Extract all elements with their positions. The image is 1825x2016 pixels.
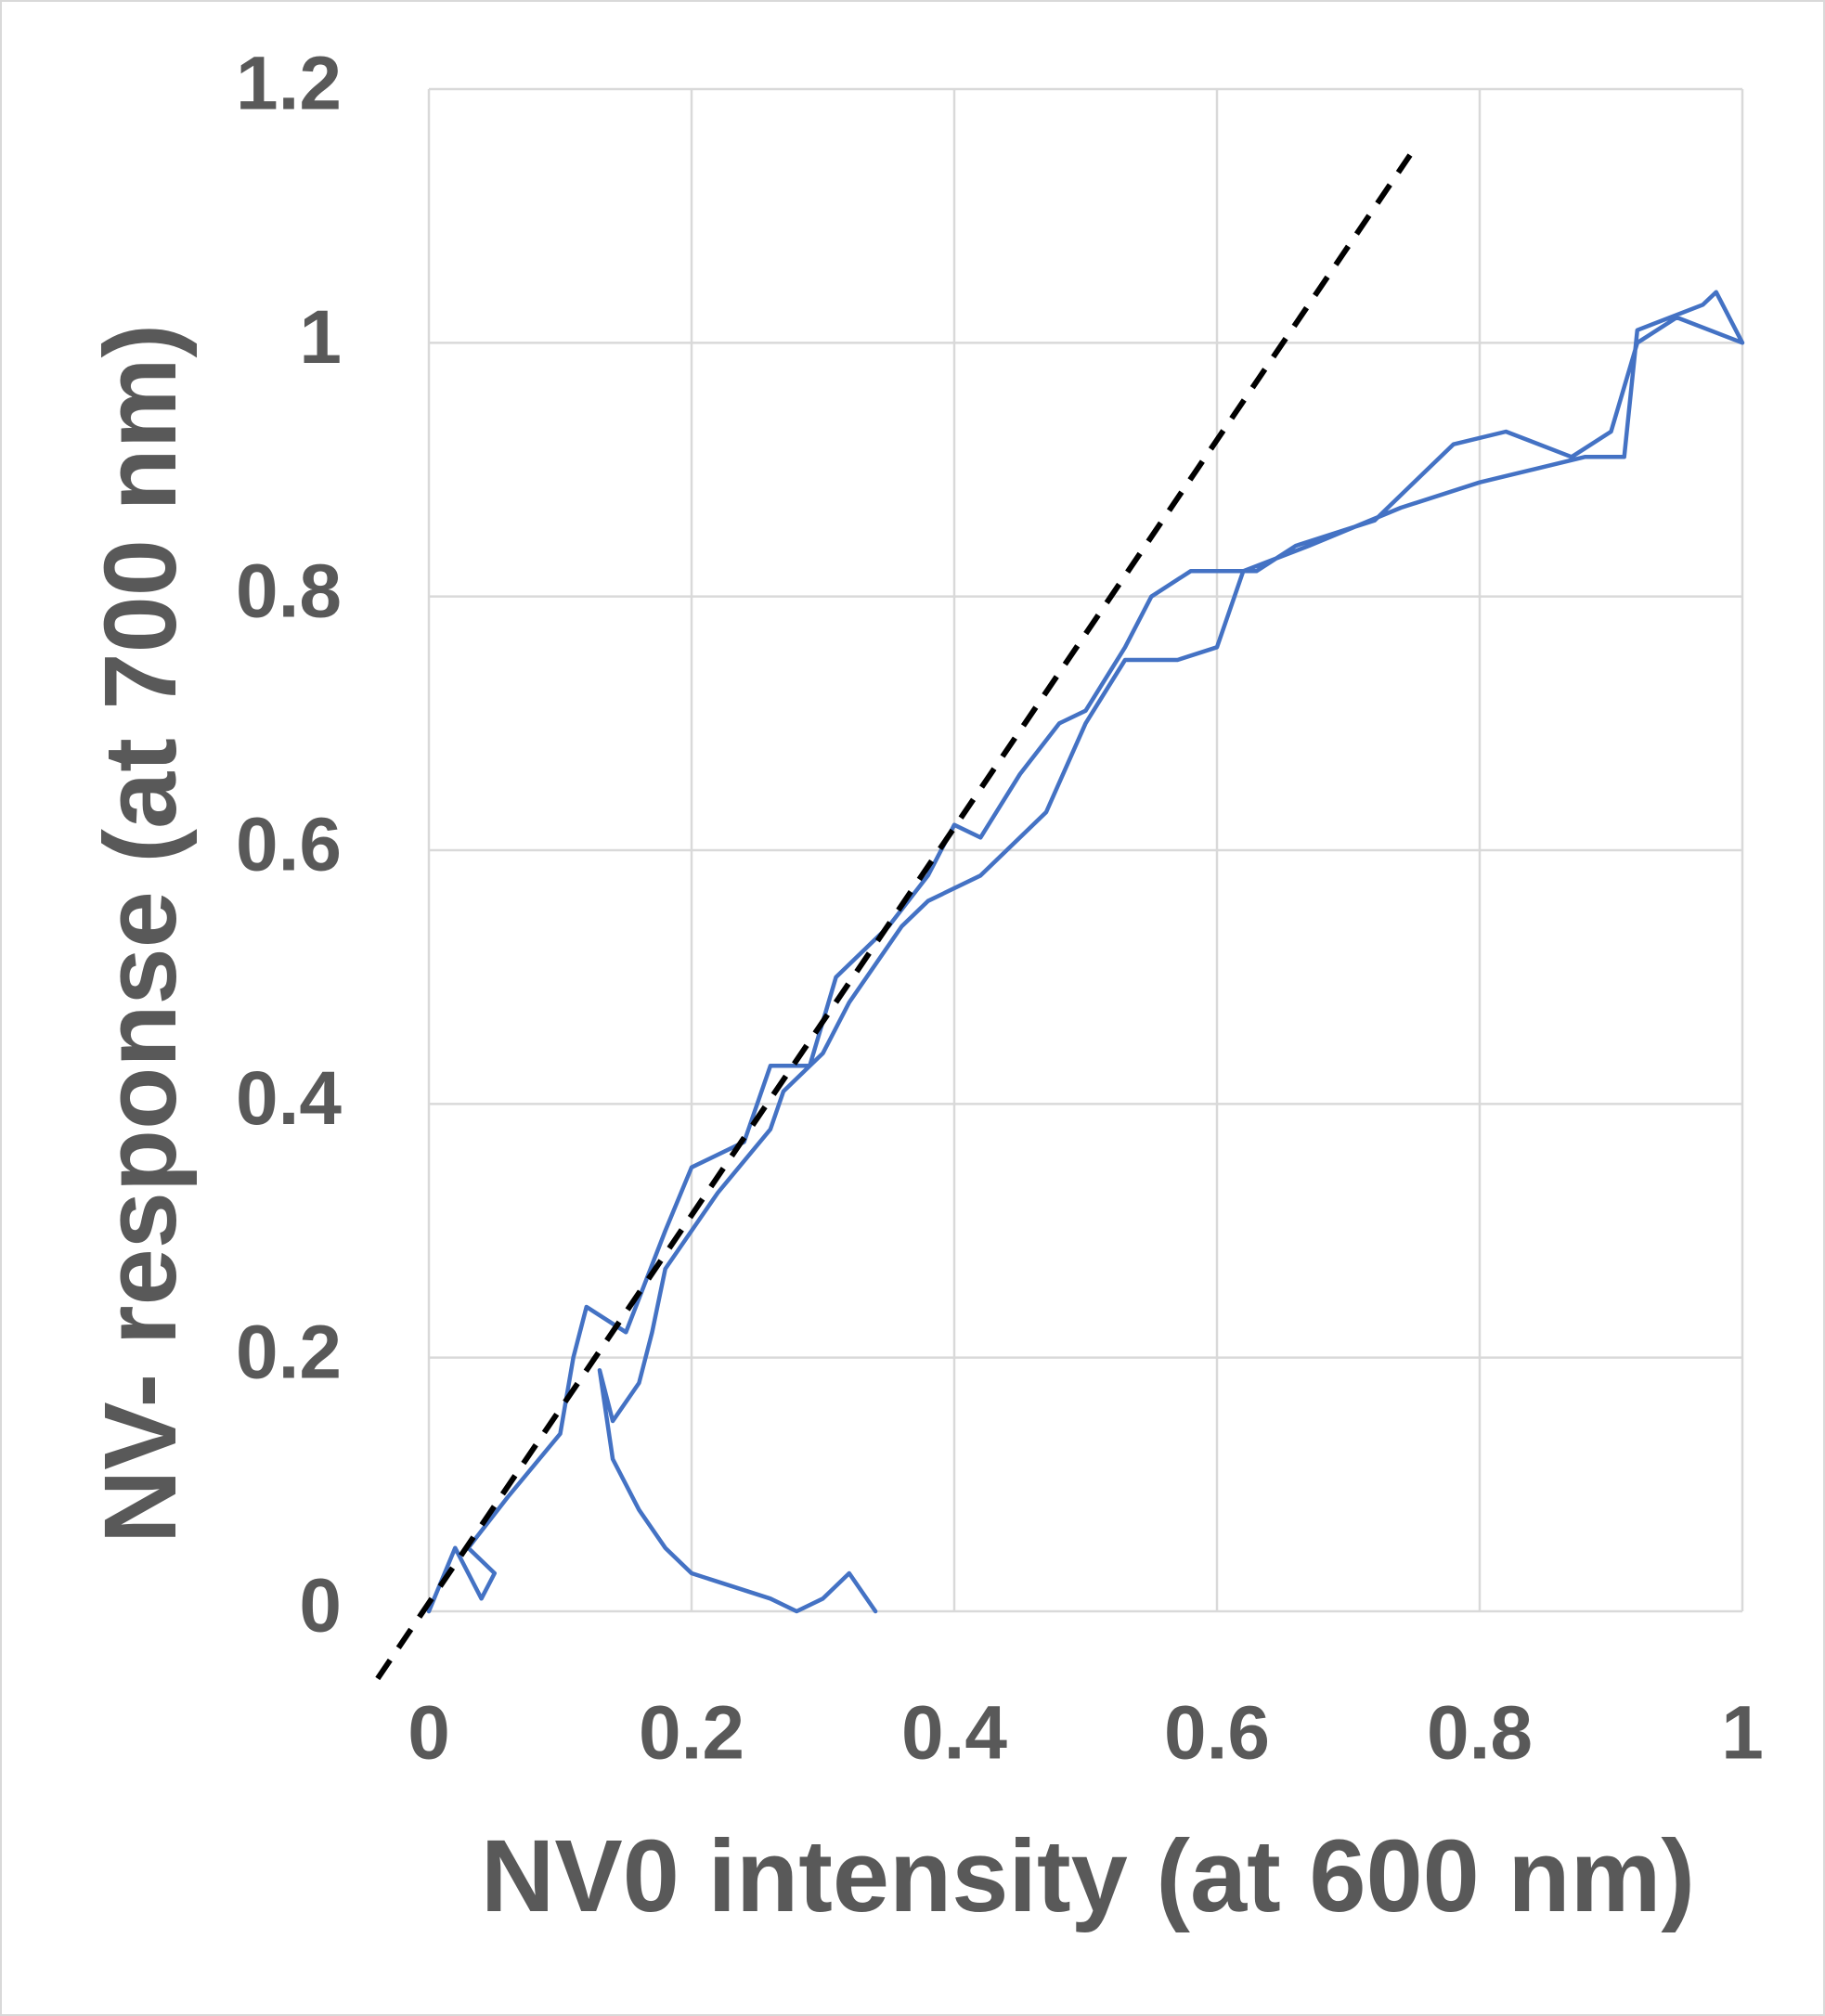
y-axis-title: NV- response (at 700 nm) [84,324,198,1544]
y-tick-label: 0.8 [236,549,342,633]
y-tick-label: 0.4 [236,1056,342,1141]
x-tick-label: 0.4 [901,1691,1007,1776]
data-line [426,290,1745,1614]
fit-line [375,153,1413,1681]
x-axis-title: NV0 intensity (at 600 nm) [481,1819,1695,1933]
y-tick-label: 1 [299,295,342,380]
y-tick-label: 1.2 [236,42,342,126]
y-tick-label: 0 [299,1564,342,1648]
x-tick-label: 0.6 [1164,1691,1270,1776]
y-tick-label: 0.2 [236,1310,342,1394]
y-tick-label: 0.6 [236,803,342,887]
plot-area [375,153,1745,1681]
x-tick-label: 0.8 [1427,1691,1533,1776]
x-tick-label: 1 [1721,1691,1764,1776]
x-tick-label: 0 [408,1691,450,1776]
x-tick-label: 0.2 [639,1691,744,1776]
